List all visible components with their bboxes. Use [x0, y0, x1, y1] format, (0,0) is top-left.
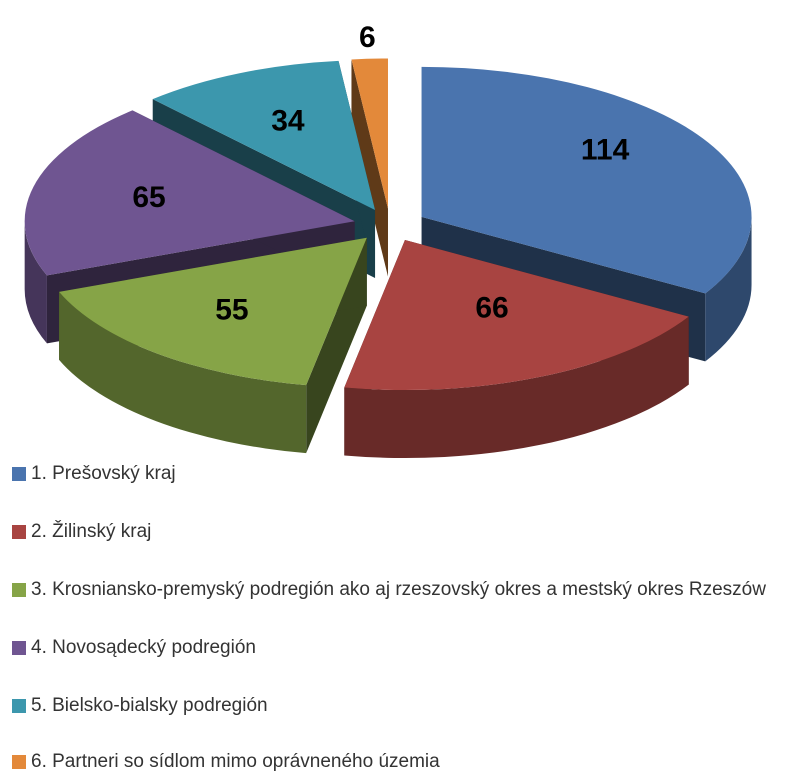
- pie-slice: [59, 237, 367, 454]
- legend-item: 6. Partneri so sídlom mimo oprávneného ú…: [12, 750, 787, 774]
- pie-slice-top: [351, 58, 388, 209]
- pie-slice-top: [152, 60, 376, 210]
- legend-swatch: [12, 583, 26, 597]
- legend-item: 3. Krosniansko-premyský podregión ako aj…: [12, 578, 787, 602]
- legend-swatch: [12, 641, 26, 655]
- slice-outer-wall: [24, 221, 47, 344]
- pie-slice-top: [59, 237, 367, 386]
- pie-slice-top: [24, 110, 355, 276]
- legend-swatch: [12, 525, 26, 539]
- data-label: 66: [475, 291, 508, 324]
- pie-slice: [351, 58, 388, 277]
- legend-item: 2. Žilinský kraj: [12, 520, 787, 544]
- pie-slice-top: [344, 240, 689, 391]
- chart: 114 66 55 65 34 6: [24, 21, 752, 459]
- pie-slice: [344, 240, 689, 459]
- legend-swatch: [12, 699, 26, 713]
- legend-label: 3. Krosniansko-premyský podregión ako aj…: [31, 579, 766, 600]
- data-label: 65: [132, 181, 165, 214]
- data-label: 114: [581, 133, 630, 166]
- legend-item: 1. Prešovský kraj: [12, 462, 787, 486]
- slice-outer-wall: [705, 216, 752, 362]
- legend-label: 1. Prešovský kraj: [31, 463, 176, 484]
- legend-label: 5. Bielsko-bialsky podregión: [31, 695, 268, 716]
- data-label: 55: [215, 293, 248, 326]
- slice-outer-wall: [59, 291, 307, 454]
- slice-outer-wall: [344, 316, 689, 459]
- legend-label: 2. Žilinský kraj: [31, 521, 152, 542]
- legend-label: 6. Partneri so sídlom mimo oprávneného ú…: [31, 751, 440, 772]
- legend-swatch: [12, 755, 26, 769]
- data-label: 6: [359, 21, 376, 54]
- legend-item: 4. Novosądecký podregión: [12, 636, 787, 660]
- pie-slice-top: [421, 66, 752, 294]
- legend-item: 5. Bielsko-bialsky podregión: [12, 694, 787, 718]
- legend-label: 4. Novosądecký podregión: [31, 637, 256, 658]
- slice-side-wall: [351, 59, 388, 277]
- data-label: 34: [271, 104, 305, 137]
- legend-swatch: [12, 467, 26, 481]
